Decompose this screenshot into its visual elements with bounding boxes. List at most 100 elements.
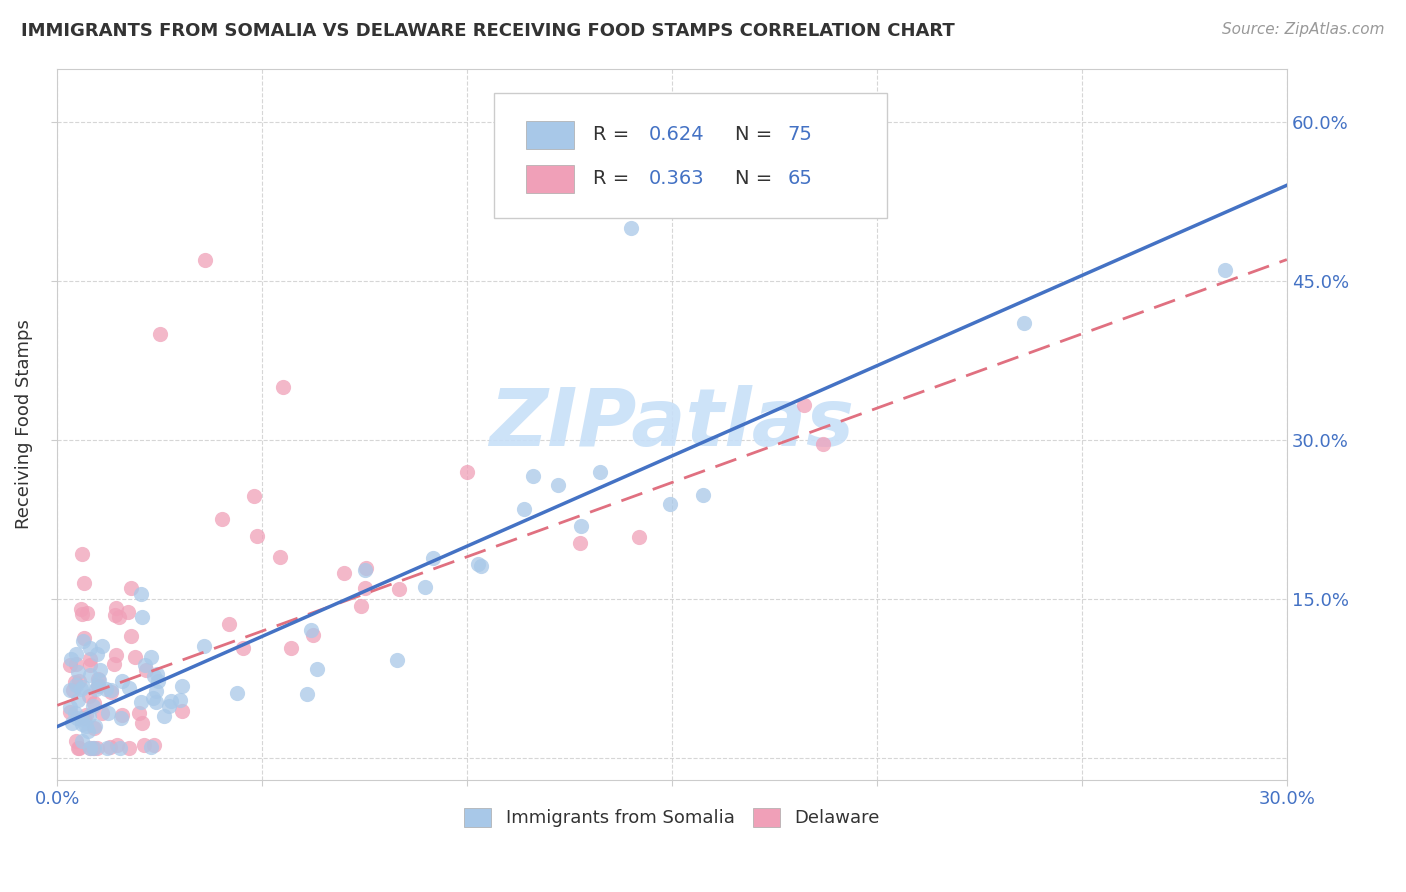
Point	[82, 740, 104, 755]
Text: ZIPatlas: ZIPatlas	[489, 385, 855, 463]
Point	[97, 706, 120, 720]
Point	[86, 740, 108, 755]
Point	[67, 665, 90, 680]
Text: R =: R =	[593, 169, 636, 188]
Text: N =: N =	[735, 125, 779, 145]
Point	[70, 712, 93, 726]
Text: N =: N =	[735, 169, 779, 188]
Point	[89, 673, 111, 688]
Point	[128, 706, 150, 720]
Point	[77, 689, 100, 703]
Point	[301, 628, 323, 642]
Legend: Immigrants from Somalia, Delaware: Immigrants from Somalia, Delaware	[457, 801, 887, 835]
Point	[91, 706, 114, 720]
Point	[59, 658, 82, 673]
Point	[59, 705, 82, 719]
Point	[70, 681, 93, 696]
Point	[135, 664, 157, 678]
Point	[385, 653, 408, 667]
Point	[211, 511, 233, 525]
Point	[299, 623, 322, 637]
Point	[193, 640, 215, 654]
Point	[105, 648, 128, 662]
Point	[160, 693, 183, 707]
Point	[620, 220, 643, 235]
Point	[145, 695, 167, 709]
Point	[103, 657, 125, 671]
Point	[569, 519, 592, 533]
Point	[149, 326, 172, 341]
Point	[307, 662, 329, 676]
Point	[117, 605, 139, 619]
Point	[82, 699, 104, 714]
Point	[89, 663, 111, 677]
Point	[77, 724, 100, 739]
Point	[83, 696, 105, 710]
Point	[84, 719, 107, 733]
Point	[100, 683, 122, 698]
Point	[333, 566, 356, 581]
Point	[811, 437, 834, 451]
Point	[84, 681, 107, 696]
FancyBboxPatch shape	[494, 94, 887, 218]
Point	[79, 657, 101, 672]
Point	[172, 679, 194, 693]
Point	[124, 650, 146, 665]
Point	[470, 559, 492, 574]
Point	[1014, 316, 1036, 330]
Text: 75: 75	[787, 125, 813, 145]
Point	[142, 739, 165, 753]
Point	[659, 497, 682, 511]
Text: IMMIGRANTS FROM SOMALIA VS DELAWARE RECEIVING FOOD STAMPS CORRELATION CHART: IMMIGRANTS FROM SOMALIA VS DELAWARE RECE…	[21, 22, 955, 40]
Point	[354, 563, 377, 577]
Point	[94, 682, 117, 697]
Point	[70, 734, 93, 748]
Point	[157, 698, 180, 713]
Point	[129, 695, 152, 709]
Point	[65, 657, 87, 671]
Point	[387, 582, 409, 597]
Point	[72, 607, 94, 621]
Point	[589, 465, 612, 479]
Point	[107, 738, 129, 752]
Text: 0.624: 0.624	[648, 125, 704, 145]
Point	[96, 740, 118, 755]
Point	[59, 682, 82, 697]
Point	[91, 639, 114, 653]
Point	[242, 489, 264, 503]
Point	[513, 502, 536, 516]
Point	[75, 708, 97, 723]
Point	[100, 685, 122, 699]
Point	[73, 575, 96, 590]
Point	[63, 706, 86, 721]
Point	[79, 740, 101, 755]
Point	[194, 252, 217, 267]
Text: 65: 65	[787, 169, 813, 188]
Point	[569, 536, 592, 550]
Point	[269, 549, 291, 564]
Point	[65, 647, 87, 661]
Text: Source: ZipAtlas.com: Source: ZipAtlas.com	[1222, 22, 1385, 37]
Point	[350, 599, 373, 614]
Point	[120, 629, 142, 643]
Point	[108, 740, 131, 755]
Point	[67, 740, 90, 755]
Point	[218, 616, 240, 631]
Point	[65, 678, 87, 692]
Point	[413, 580, 436, 594]
Point	[129, 587, 152, 601]
Point	[72, 711, 94, 725]
Y-axis label: Receiving Food Stamps: Receiving Food Stamps	[15, 319, 32, 529]
Point	[134, 657, 156, 672]
Point	[232, 641, 254, 656]
Point	[98, 739, 121, 754]
Point	[226, 686, 249, 700]
Point	[76, 606, 98, 620]
Point	[111, 674, 134, 689]
Point	[169, 693, 191, 707]
Point	[152, 708, 174, 723]
Point	[79, 740, 101, 755]
Point	[67, 673, 90, 688]
Point	[108, 609, 131, 624]
FancyBboxPatch shape	[526, 165, 574, 193]
